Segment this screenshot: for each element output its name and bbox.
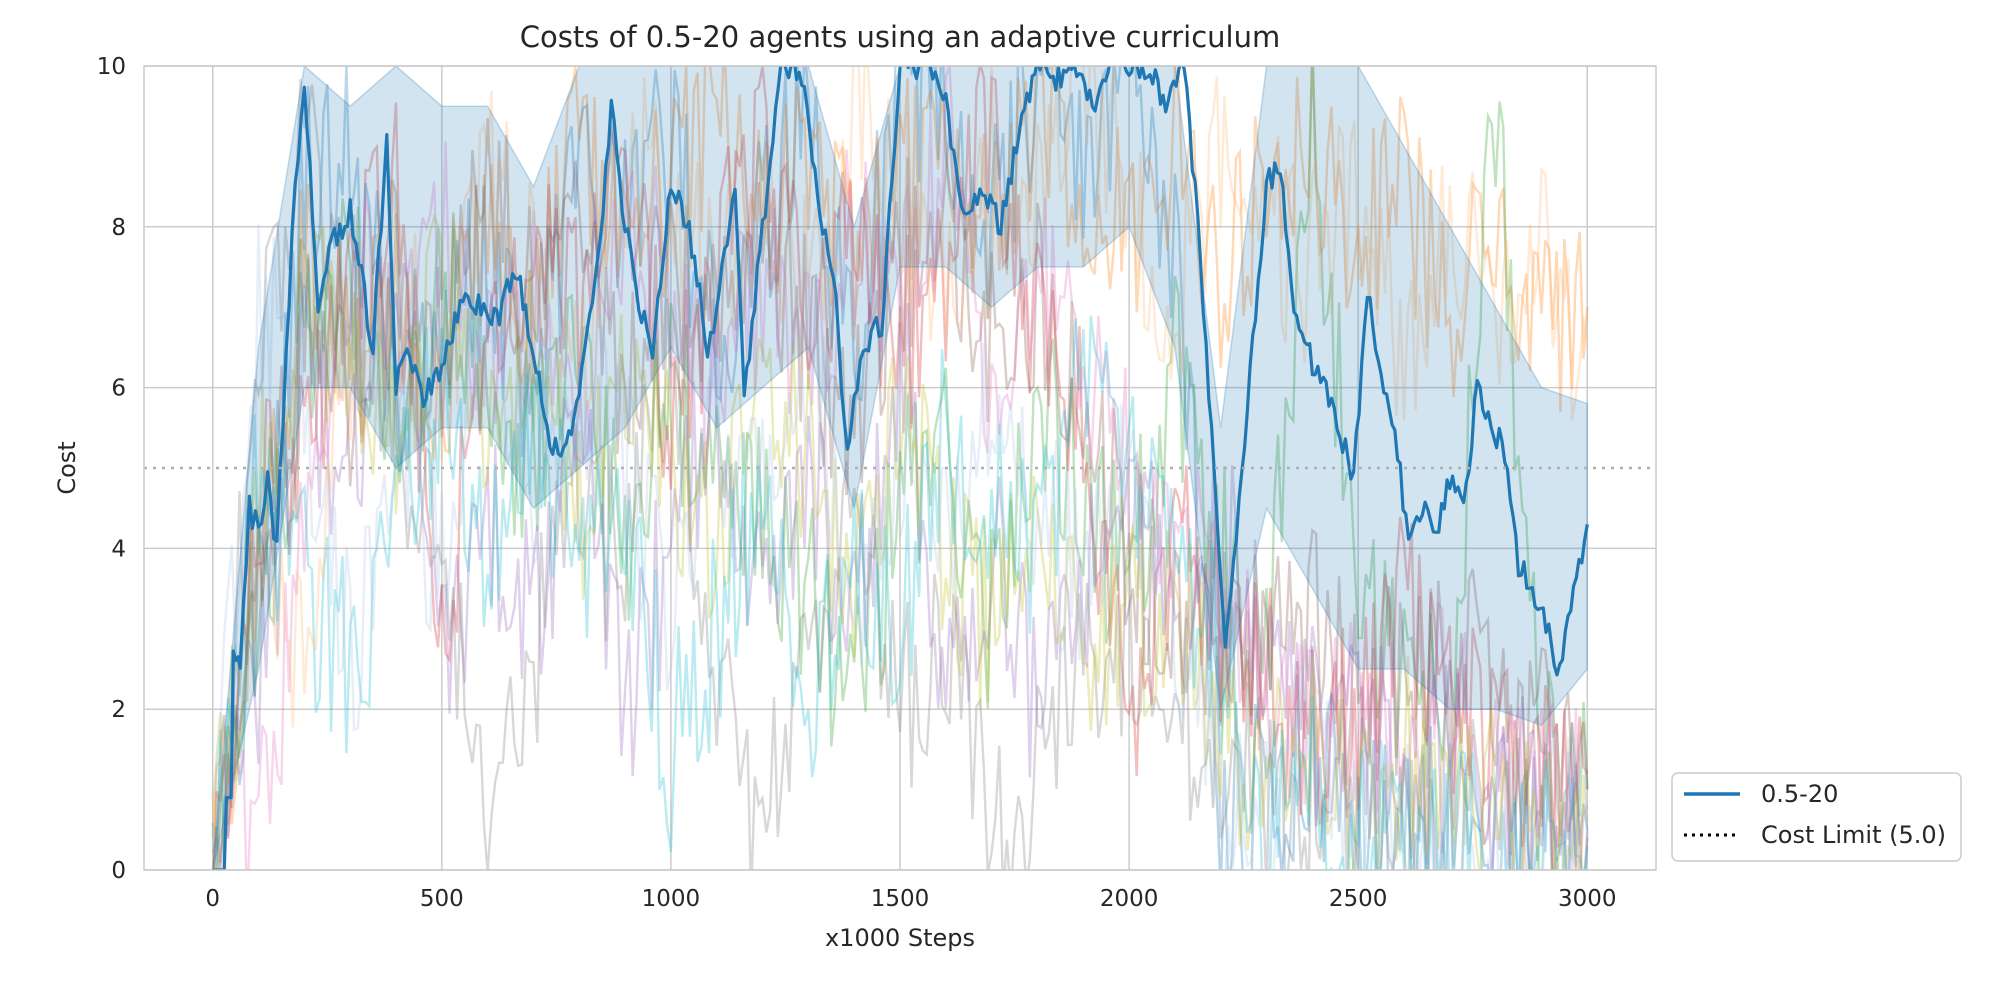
- x-axis-label: x1000 Steps: [825, 924, 975, 952]
- mean-series: [212, 66, 1589, 870]
- x-tick-label: 2000: [1100, 886, 1159, 912]
- x-tick-label: 1500: [871, 886, 930, 912]
- band-area: [211, 66, 1589, 870]
- run-line: [216, 66, 1589, 870]
- individual-runs: [211, 66, 1589, 870]
- confidence-band: [211, 66, 1589, 870]
- y-tick-label: 4: [111, 536, 126, 562]
- run-line: [211, 315, 1589, 870]
- y-tick-label: 6: [111, 376, 126, 402]
- y-tick-label: 0: [111, 858, 126, 884]
- legend: 0.5-20 Cost Limit (5.0): [1671, 772, 1962, 862]
- run-line: [211, 224, 1589, 870]
- run-line: [211, 66, 1589, 870]
- run-line: [212, 66, 1589, 870]
- y-axis-ticks: 0 2 4 6 8 10: [97, 54, 126, 884]
- run-line: [217, 256, 1589, 870]
- x-tick-label: 1000: [642, 886, 701, 912]
- y-axis-label: Cost: [53, 441, 81, 494]
- x-tick-label: 500: [420, 886, 464, 912]
- plot-frame: [143, 65, 1657, 871]
- run-line: [211, 66, 1589, 870]
- x-tick-label: 2500: [1329, 886, 1388, 912]
- run-line: [212, 118, 1589, 870]
- mean-line: [212, 66, 1589, 870]
- chart-title: Costs of 0.5-20 agents using an adaptive…: [520, 20, 1280, 54]
- x-tick-label: 3000: [1558, 886, 1617, 912]
- y-tick-label: 8: [111, 215, 126, 241]
- y-tick-label: 2: [111, 697, 126, 723]
- legend-label-series: 0.5-20: [1761, 780, 1838, 808]
- run-line: [212, 66, 1589, 870]
- run-line: [211, 213, 1589, 870]
- y-tick-label: 10: [97, 54, 126, 80]
- run-line: [211, 78, 1589, 870]
- legend-box: [1671, 772, 1962, 862]
- x-axis-ticks: 0 500 1000 1500 2000 2500 3000: [205, 886, 1616, 912]
- legend-label-limit: Cost Limit (5.0): [1761, 821, 1946, 849]
- x-tick-label: 0: [205, 886, 220, 912]
